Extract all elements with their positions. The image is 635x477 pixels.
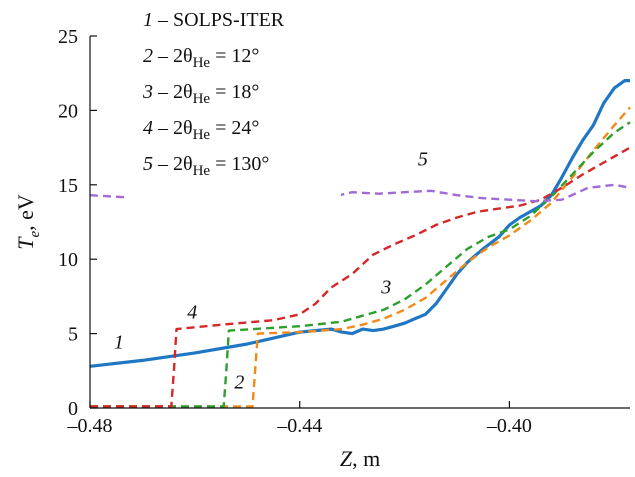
legend-box — [128, 0, 341, 213]
x-axis-label: Z, m — [340, 446, 380, 471]
x-tick-label: –0.48 — [67, 415, 113, 437]
x-ticks: –0.48 –0.44 –0.40 — [67, 401, 532, 437]
y-tick-label: 15 — [58, 175, 78, 197]
x-tick-label: –0.40 — [486, 415, 532, 437]
series-line-4 — [90, 146, 631, 408]
series-line-3 — [90, 121, 631, 408]
legend-entry-3: 3 – 2θHe = 18° — [142, 81, 259, 107]
curve-label-2: 2 — [234, 372, 244, 394]
curve-labels: 1 2 3 4 5 — [114, 148, 428, 393]
legend-entry-4: 4 – 2θHe = 24° — [143, 117, 259, 143]
x-tick-label: –0.44 — [276, 415, 322, 437]
y-tick-label: 0 — [68, 398, 78, 420]
curve-label-4: 4 — [187, 302, 197, 324]
curve-label-3: 3 — [380, 276, 391, 298]
series-line-2 — [90, 106, 631, 408]
y-tick-label: 10 — [58, 249, 78, 271]
y-tick-label: 20 — [58, 100, 78, 122]
y-tick-label: 25 — [58, 26, 78, 48]
legend: 1 – SOLPS-ITER 2 – 2θHe = 12° 3 – 2θHe = 1… — [142, 9, 285, 179]
y-ticks: 0 5 10 15 20 25 — [58, 26, 97, 420]
legend-entry-2: 2 – 2θHe = 12° — [143, 45, 259, 71]
curve-label-5: 5 — [418, 148, 428, 170]
legend-entry-5: 5 – 2θHe = 130° — [143, 153, 269, 179]
legend-entry-1: 1 – SOLPS-ITER — [143, 9, 285, 31]
y-axis-label: Te, eV — [13, 194, 43, 250]
curve-label-1: 1 — [114, 331, 124, 353]
y-tick-label: 5 — [68, 324, 78, 346]
